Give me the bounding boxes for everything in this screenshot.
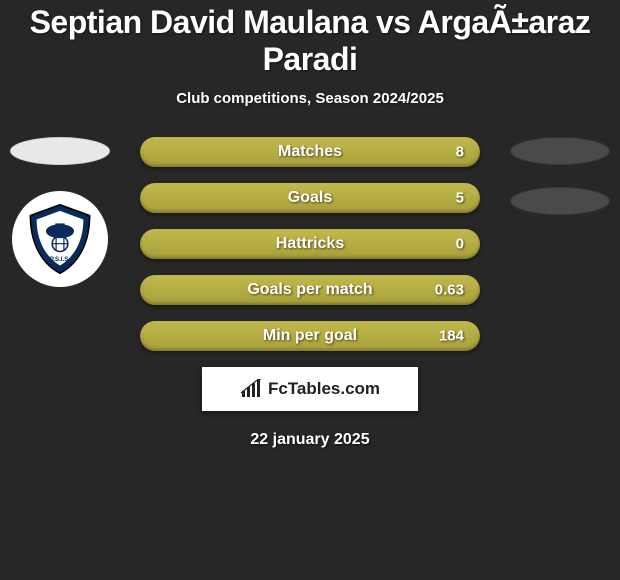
stat-value: 0 xyxy=(456,236,464,253)
stat-value: 184 xyxy=(439,328,464,345)
stat-label: Goals xyxy=(288,189,332,207)
player2-avatar-placeholder xyxy=(510,137,610,165)
player1-avatar-placeholder xyxy=(10,137,110,165)
stat-value: 5 xyxy=(456,190,464,207)
stats-bars: Matches 8 Goals 5 Hattricks 0 Goals per … xyxy=(140,137,480,351)
fctables-logo: FcTables.com xyxy=(202,367,418,411)
stat-value: 8 xyxy=(456,144,464,161)
stat-bar-hattricks: Hattricks 0 xyxy=(140,229,480,259)
stat-label: Min per goal xyxy=(263,327,357,345)
stat-bar-matches: Matches 8 xyxy=(140,137,480,167)
stat-label: Goals per match xyxy=(247,281,372,299)
svg-text:P.S.I.S.: P.S.I.S. xyxy=(50,256,71,263)
player2-club-placeholder xyxy=(510,187,610,215)
date-text: 22 january 2025 xyxy=(0,431,620,449)
stat-label: Hattricks xyxy=(276,235,344,253)
stat-bar-min-per-goal: Min per goal 184 xyxy=(140,321,480,351)
chart-bars-icon xyxy=(240,379,264,399)
logo-text: FcTables.com xyxy=(268,379,380,399)
right-player-column xyxy=(505,137,615,215)
player1-club-badge: P.S.I.S. xyxy=(12,191,108,287)
content-area: P.S.I.S. Matches 8 Goals 5 Hattricks 0 G… xyxy=(0,137,620,449)
stat-bar-goals-per-match: Goals per match 0.63 xyxy=(140,275,480,305)
stat-bar-goals: Goals 5 xyxy=(140,183,480,213)
stat-label: Matches xyxy=(278,143,342,161)
left-player-column: P.S.I.S. xyxy=(5,137,115,287)
page-title: Septian David Maulana vs ArgaÃ±araz Para… xyxy=(0,0,620,84)
psis-badge-icon: P.S.I.S. xyxy=(21,200,99,278)
stat-value: 0.63 xyxy=(435,282,464,299)
subtitle: Club competitions, Season 2024/2025 xyxy=(0,90,620,107)
